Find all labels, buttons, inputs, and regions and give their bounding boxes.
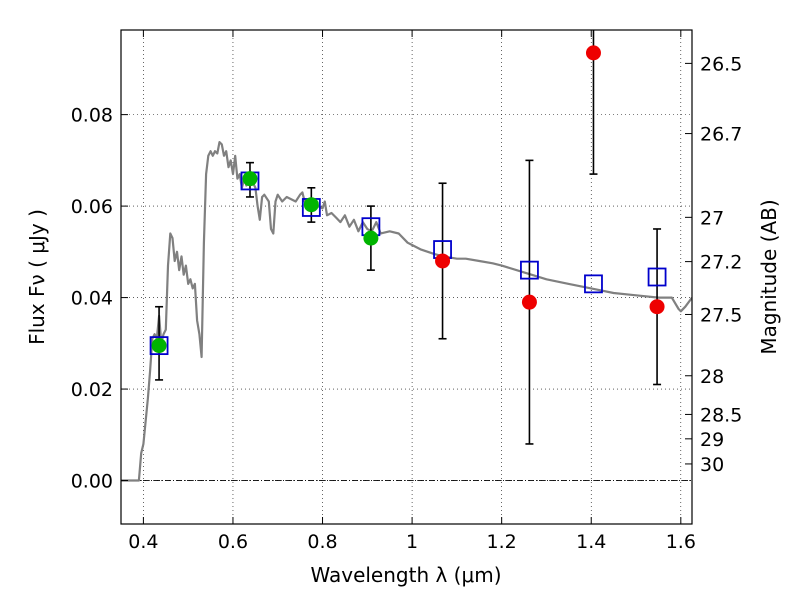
y-tick-label: 0.06: [71, 196, 113, 218]
model-band-square: [584, 274, 603, 294]
y-axis-title: Flux Fν ( μJy ): [25, 209, 49, 345]
observed-flux-point: [242, 171, 258, 187]
observed-flux-point: [303, 197, 319, 213]
y2-tick-label: 26.7: [700, 124, 742, 146]
observed-flux-point: [151, 338, 167, 354]
y-tick-label: 0.00: [71, 471, 113, 493]
plot-frame: [120, 29, 693, 525]
x-tick-label: 1.6: [666, 531, 696, 553]
x-tick-label: 1: [406, 531, 418, 553]
y2-tick-label: 29: [700, 429, 724, 451]
y-tick-label: 0.02: [71, 379, 113, 401]
observed-flux-point: [363, 230, 379, 246]
model-sed-line: [121, 141, 692, 482]
y2-tick-label: 27: [700, 207, 724, 229]
model-band-square: [149, 336, 169, 356]
y2-tick-label: 27.5: [700, 304, 742, 326]
x-tick-label: 1.4: [576, 531, 606, 553]
x-tick-label: 1.2: [487, 531, 517, 553]
observed-flux-point: [435, 253, 451, 269]
y2-tick-label: 28.5: [700, 404, 742, 426]
y-tick-label: 0.08: [71, 105, 113, 127]
x-tick-label: 0.4: [128, 531, 158, 553]
y2-tick-label: 26.5: [700, 53, 742, 75]
observed-flux-point: [585, 45, 601, 61]
y2-tick-label: 30: [700, 454, 724, 476]
x-tick-label: 0.6: [218, 531, 248, 553]
y-tick-label: 0.04: [71, 288, 113, 310]
model-band-square: [647, 267, 667, 287]
observed-flux-point: [649, 299, 665, 315]
x-tick-label: 0.8: [307, 531, 337, 553]
right-axis-title: Magnitude (AB): [757, 199, 781, 354]
observed-flux-point: [521, 294, 537, 310]
axis-tick-labels: 0.4 0.6 0.8 1 1.2 1.4 1.6 0.00 0.02 0.04 0.06 0.08 2…: [71, 53, 743, 553]
model-band-square: [520, 260, 539, 280]
y2-tick-label: 28: [700, 366, 724, 388]
y2-tick-label: 27.2: [700, 252, 742, 274]
axis-ticks: [121, 30, 692, 524]
x-axis-title: Wavelength λ (μm): [310, 563, 501, 587]
series-layer: [121, 30, 692, 482]
